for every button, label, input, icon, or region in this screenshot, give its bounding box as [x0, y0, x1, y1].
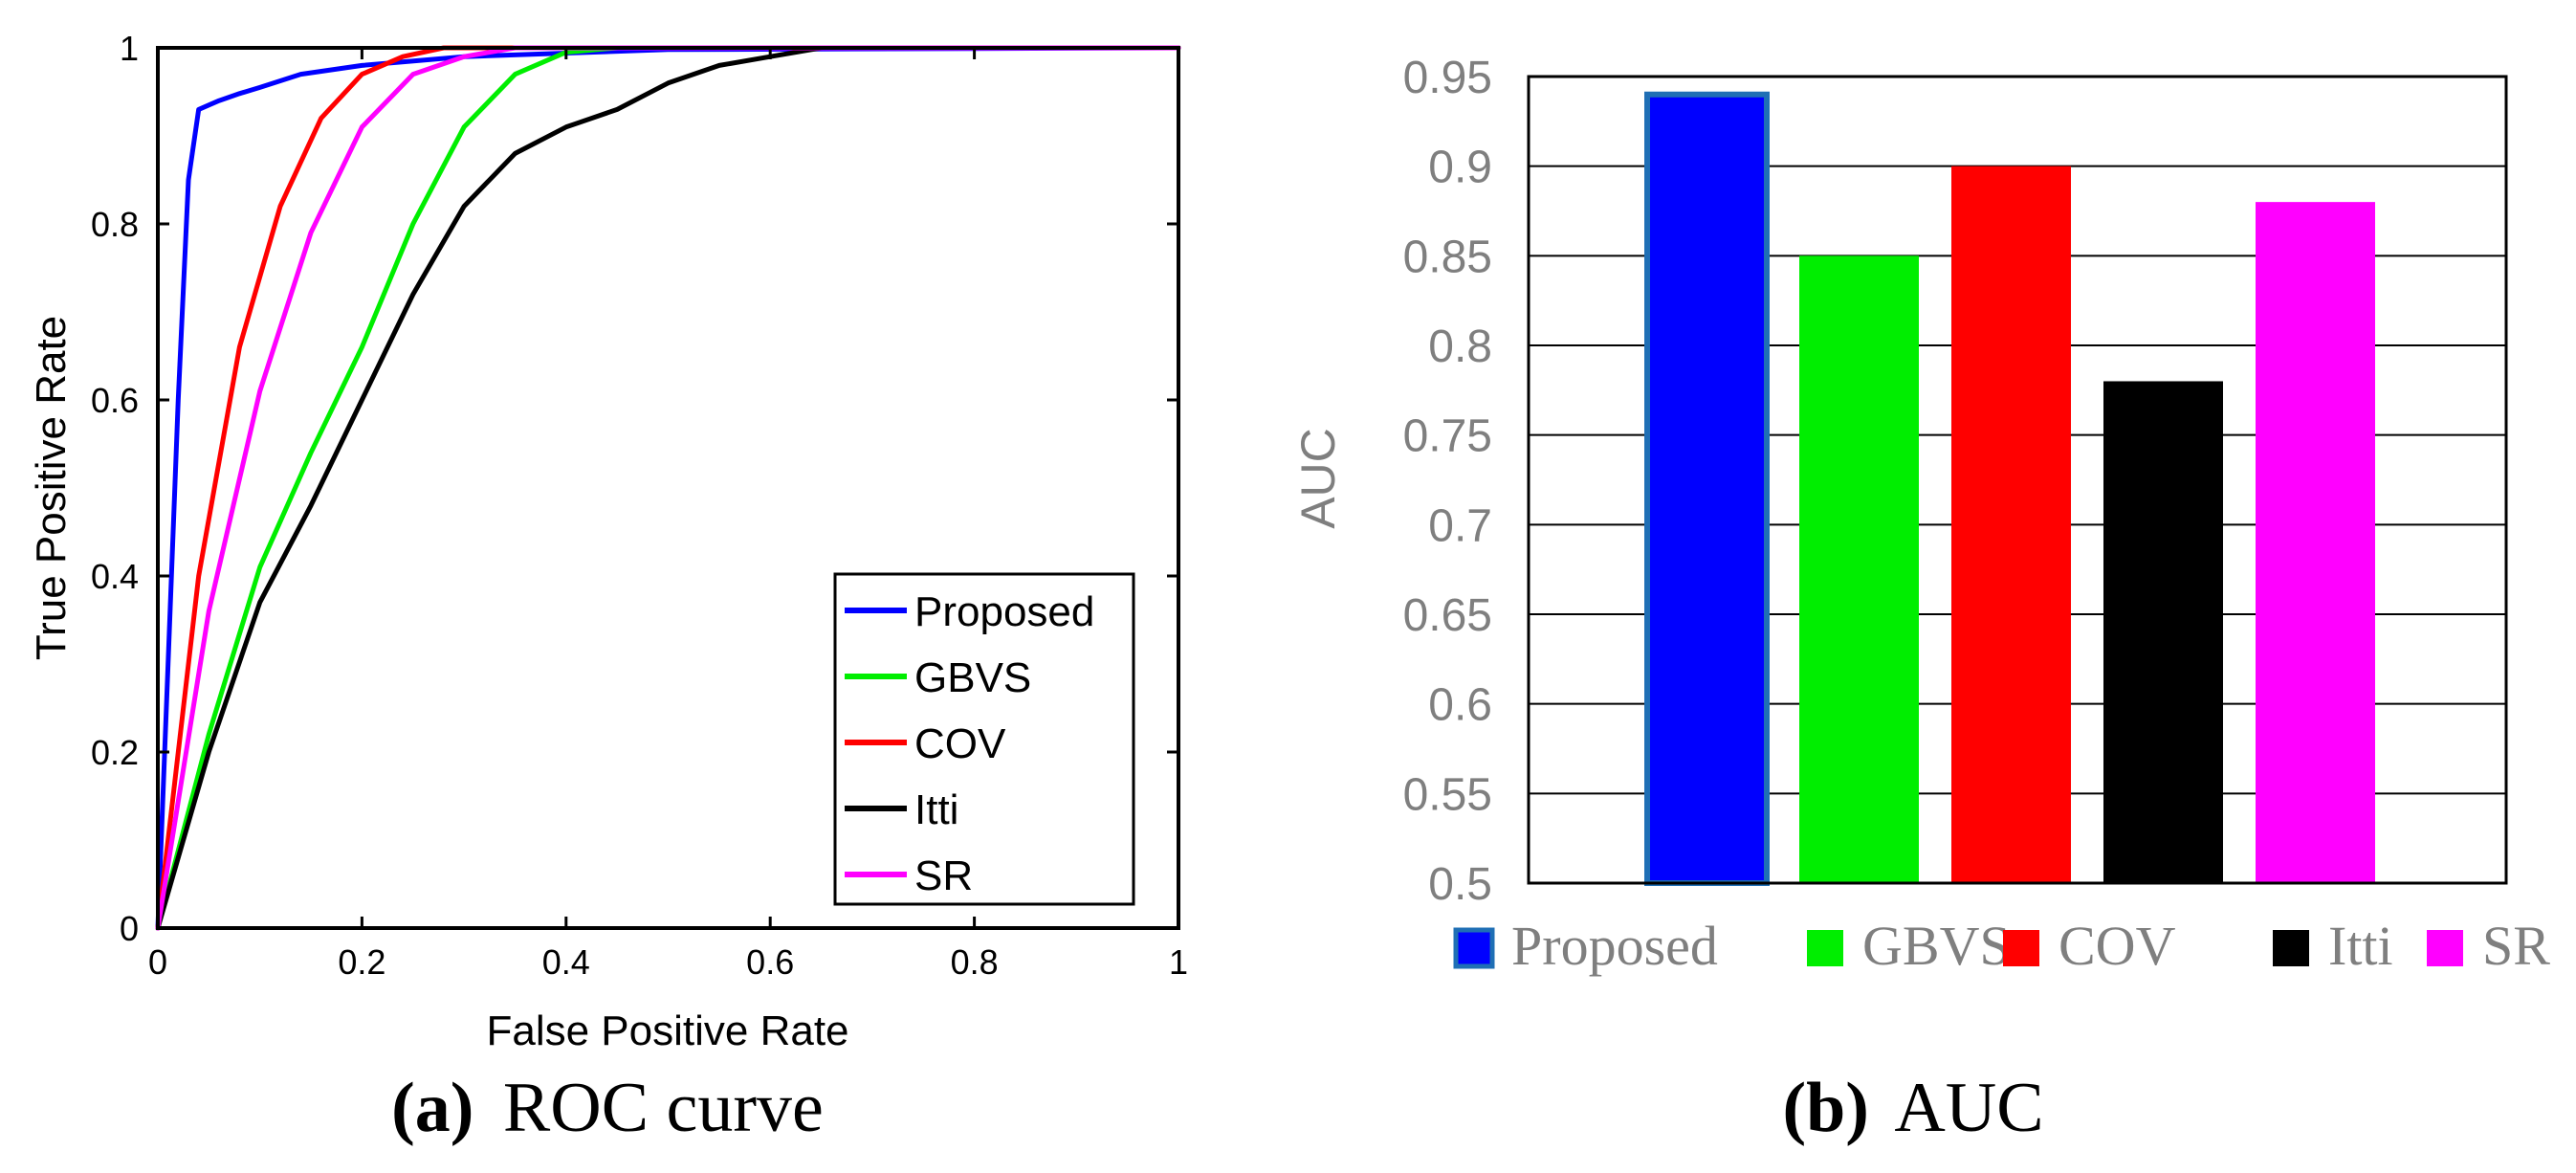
auc-y-tick-label: 0.85	[1403, 232, 1492, 282]
auc-y-tick-label: 0.95	[1403, 53, 1492, 103]
auc-legend-swatch-gbvs	[1807, 930, 1843, 966]
roc-line-proposed	[155, 45, 1181, 931]
roc-legend-label-itti: Itti	[914, 786, 958, 833]
roc-line-cov	[155, 45, 1181, 931]
roc-plot-area-border	[156, 46, 1180, 930]
auc-y-tick-labels: 0.5 0.55 0.6 0.65 0.7 0.75 0.8 0.85 0.9 0.95	[1403, 53, 1492, 910]
auc-bars-group	[1644, 91, 2375, 886]
auc-y-axis-label: AUC	[1291, 428, 1345, 529]
roc-y-tick-label: 0.2	[91, 733, 139, 772]
roc-y-tick-label: 0.4	[91, 557, 139, 596]
auc-legend: Proposed GBVS COV Itti SR	[1453, 915, 2550, 977]
roc-y-tick-label: 1	[120, 29, 139, 68]
roc-y-tick-label: 0.8	[91, 205, 139, 244]
auc-plot-area-border	[1527, 75, 2508, 885]
roc-legend-label-sr: SR	[914, 852, 973, 899]
roc-y-tick-label: 0	[120, 909, 139, 948]
roc-chart: 0 0.2 0.4 0.6 0.8 1 0 0.2 0.4 0.6 0.8 1 False Posi…	[28, 29, 1188, 1147]
roc-line-itti	[155, 45, 1181, 931]
auc-y-tick-label: 0.5	[1428, 859, 1492, 910]
roc-x-tick-label: 0.4	[542, 942, 590, 982]
auc-y-tick-label: 0.65	[1403, 590, 1492, 641]
auc-y-tick-label: 0.7	[1428, 500, 1492, 551]
roc-x-tick-label: 1	[1169, 942, 1188, 982]
roc-series-group	[155, 45, 1181, 931]
roc-y-axis-label: True Positive Rate	[28, 316, 75, 660]
auc-legend-swatch-sr	[2427, 930, 2463, 966]
auc-legend-label-proposed: Proposed	[1511, 915, 1718, 977]
auc-bar-gbvs	[1799, 255, 1919, 883]
roc-legend-label-proposed: Proposed	[914, 588, 1094, 635]
auc-y-tick-label: 0.55	[1403, 769, 1492, 820]
auc-legend-label-cov: COV	[2059, 915, 2176, 977]
auc-bar-itti	[2103, 381, 2223, 883]
roc-x-tick-label: 0	[148, 942, 167, 982]
roc-y-tick-label: 0.6	[91, 381, 139, 420]
auc-legend-swatch-cov	[2003, 930, 2039, 966]
roc-legend-box	[833, 572, 1135, 906]
roc-x-tick-label: 0.2	[338, 942, 385, 982]
auc-chart: 0.50.550.60.650.70.750.80.850.90.95 AUC …	[1291, 53, 2550, 1147]
roc-x-axis-label: False Positive Rate	[486, 1007, 848, 1054]
auc-bar-sr	[2256, 202, 2375, 884]
auc-legend-label-itti: Itti	[2328, 915, 2393, 977]
auc-caption-text: AUC	[1894, 1069, 2043, 1147]
auc-bar-proposed	[1644, 91, 1770, 886]
auc-y-tick-label: 0.9	[1428, 143, 1492, 193]
roc-x-tick-label: 0.8	[951, 942, 999, 982]
roc-line-sr	[155, 45, 1181, 931]
auc-legend-label-sr: SR	[2482, 915, 2550, 977]
auc-legend-swatch-itti	[2273, 930, 2309, 966]
roc-ticks-group	[156, 46, 1180, 930]
auc-legend-label-gbvs: GBVS	[1862, 915, 2011, 977]
roc-legend-label-cov: COV	[914, 720, 1006, 767]
roc-x-tick-label: 0.6	[746, 942, 794, 982]
roc-legend: Proposed GBVS COV Itti SR	[833, 572, 1135, 906]
auc-y-tick-label: 0.6	[1428, 680, 1492, 731]
auc-y-tick-label: 0.75	[1403, 411, 1492, 462]
roc-y-tick-labels: 0 0.2 0.4 0.6 0.8 1	[91, 29, 139, 948]
auc-bar-cov	[1951, 166, 2071, 883]
auc-y-tick-label: 0.8	[1428, 321, 1492, 372]
auc-caption: (b) AUC	[1782, 1069, 2043, 1147]
roc-legend-label-gbvs: GBVS	[914, 654, 1031, 701]
roc-caption-text: ROC curve	[503, 1069, 824, 1147]
roc-line-gbvs	[155, 45, 1181, 931]
roc-x-tick-labels: 0 0.2 0.4 0.6 0.8 1	[148, 942, 1188, 982]
auc-caption-letter: (b)	[1782, 1069, 1868, 1147]
roc-caption: (a) ROC curve	[391, 1069, 824, 1147]
auc-legend-swatch-proposed	[1453, 927, 1495, 969]
roc-caption-letter: (a)	[391, 1069, 473, 1147]
